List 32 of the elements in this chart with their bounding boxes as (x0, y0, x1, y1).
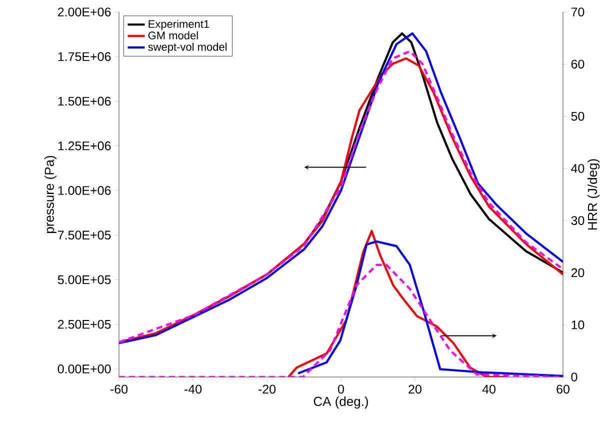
x-tick-label: 0 (338, 384, 344, 394)
y-axis-title: pressure (Pa) (44, 156, 57, 234)
y-tick-label: 0.00E+00 (58, 364, 111, 374)
y-tick-label: 1.75E+06 (58, 52, 111, 62)
y-tick-label: 7.50E+05 (58, 230, 111, 240)
y2-tick-label: 10 (572, 320, 584, 330)
y2-tick-label: 60 (571, 60, 584, 69)
y-tick-label: 5.00E+05 (58, 275, 111, 284)
line-series (287, 230, 509, 377)
y2-tick-label: 30 (571, 216, 584, 225)
y2-tick-label: 50 (571, 112, 584, 121)
y-tick-label: 1.00E+06 (58, 186, 111, 195)
x-tick-label: 60 (556, 384, 570, 394)
legend-label: swept-vol model (148, 42, 227, 53)
y2-tick-label: 70 (571, 8, 584, 16)
y2-tick-label: 0 (571, 372, 578, 382)
y2-tick-label: 20 (571, 268, 584, 278)
y2-tick-label: 40 (571, 164, 584, 173)
y-tick-label: 2.00E+06 (58, 8, 111, 16)
line-series (296, 240, 564, 377)
x-tick-label: 20 (408, 384, 422, 394)
legend-label: Experiment1 (148, 20, 210, 30)
x-tick-label: -20 (258, 384, 276, 394)
x-tick-label: -60 (110, 384, 128, 394)
legend-label: GM model (148, 31, 198, 40)
y-tick-label: 1.50E+06 (58, 96, 111, 106)
y2-axis-title: HRR (J/deg) (588, 159, 600, 230)
x-tick-label: 40 (482, 384, 496, 394)
x-axis-title: CA (deg.) (314, 396, 368, 409)
y-tick-label: 2.50E+05 (58, 320, 111, 329)
x-tick-label: -40 (184, 384, 202, 394)
y-tick-label: 1.25E+06 (58, 141, 111, 150)
